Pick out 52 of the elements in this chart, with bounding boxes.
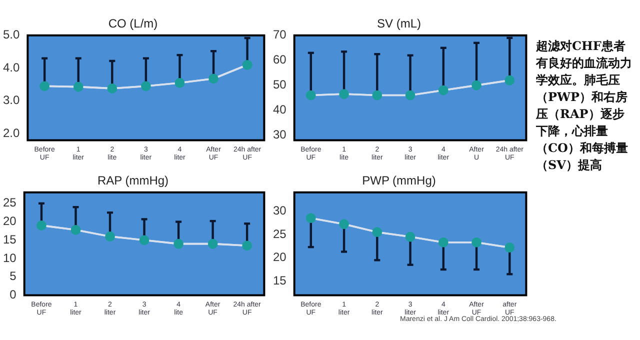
y-tick-label: 15 <box>272 273 287 288</box>
point <box>141 81 151 92</box>
point <box>174 78 185 88</box>
point <box>372 90 382 100</box>
chart-title: PWP (mmHg) <box>362 174 436 188</box>
y-tick-label: 60 <box>272 52 287 67</box>
chart-title: CO (L/m) <box>108 16 158 31</box>
point <box>208 238 218 249</box>
y-tick-label: 20 <box>272 250 287 264</box>
point <box>405 90 416 100</box>
point <box>73 82 84 92</box>
point <box>40 81 50 92</box>
y-tick-label: 5 <box>10 269 17 284</box>
point <box>306 213 316 223</box>
point <box>105 232 115 242</box>
chart-title: RAP (mmHg) <box>97 174 169 188</box>
point <box>405 232 416 242</box>
y-tick-label: 40 <box>272 102 287 117</box>
point <box>504 242 515 252</box>
point <box>472 80 482 90</box>
y-tick-label: 4.0 <box>2 60 20 74</box>
point <box>372 227 382 238</box>
y-tick-label: 30 <box>272 128 287 142</box>
point <box>339 89 349 99</box>
y-tick-label: 2.0 <box>2 126 20 140</box>
y-tick-label: 50 <box>272 78 287 92</box>
y-tick-label: 30 <box>272 203 287 218</box>
point <box>242 240 252 251</box>
y-tick-label: 20 <box>2 214 17 228</box>
point <box>504 75 515 86</box>
point <box>70 224 81 235</box>
y-tick-label: 25 <box>272 226 287 241</box>
y-tick-label: 5.0 <box>2 28 20 42</box>
chart-title: SV (mL) <box>376 16 422 31</box>
y-tick-label: 10 <box>2 250 17 265</box>
point <box>438 85 448 96</box>
y-tick-label: 70 <box>272 28 287 42</box>
point <box>174 238 184 249</box>
point <box>242 60 252 70</box>
y-tick-label: 15 <box>2 232 17 246</box>
text: 超滤对CHF患者有良好的血流动力学效应。肺毛压（PWP）和右房压（RAP）逐步下降，心排量（CO）和每搏量（SV）提高 <box>536 38 633 174</box>
y-tick-label: 3.0 <box>2 93 20 108</box>
point <box>339 219 349 230</box>
point <box>208 74 218 84</box>
point <box>107 84 118 94</box>
point <box>36 220 46 230</box>
y-tick-label: 25 <box>2 196 17 210</box>
point <box>438 238 448 248</box>
y-tick-label: 0 <box>10 288 17 302</box>
point <box>139 235 150 246</box>
point <box>472 238 482 248</box>
point <box>306 90 316 100</box>
